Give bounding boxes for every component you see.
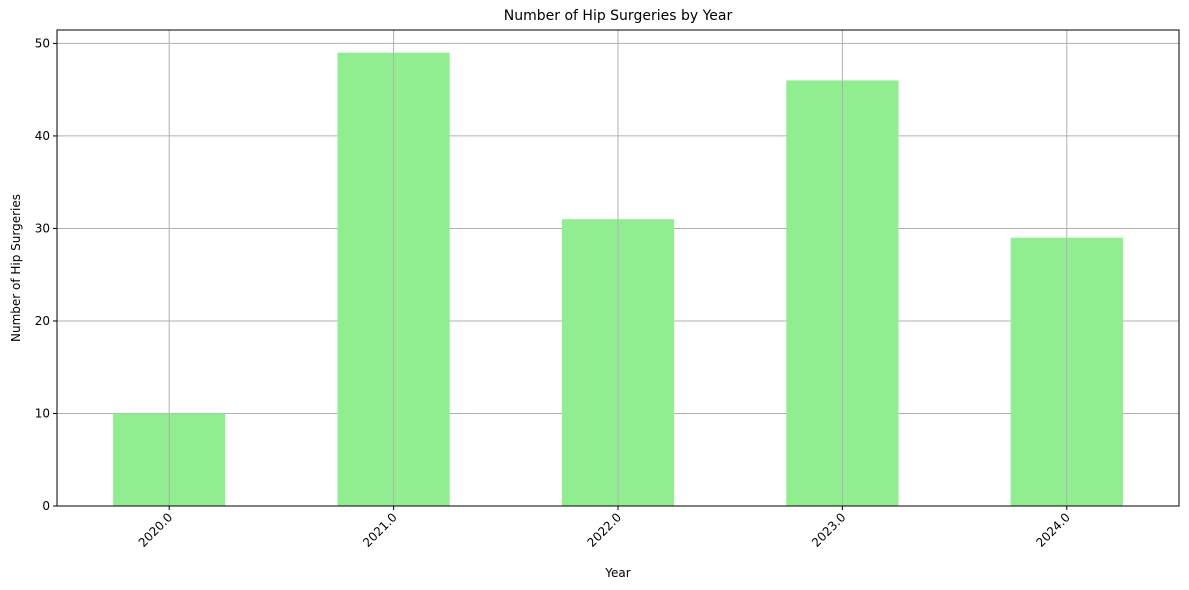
- y-axis-label: Number of Hip Surgeries: [9, 194, 23, 342]
- y-tick-label: 50: [35, 36, 50, 50]
- vertical-grid-layer: [168, 30, 1068, 506]
- chart-title: Number of Hip Surgeries by Year: [504, 8, 733, 24]
- y-tick-label: 10: [35, 406, 50, 420]
- y-axis-ticks: 0 10 20 30 40 50: [35, 36, 57, 513]
- y-tick-label: 20: [35, 314, 50, 328]
- y-tick-label: 30: [35, 221, 50, 235]
- y-tick-label: 0: [42, 499, 50, 513]
- y-tick-label: 40: [35, 129, 50, 143]
- x-axis-label: Year: [604, 566, 630, 580]
